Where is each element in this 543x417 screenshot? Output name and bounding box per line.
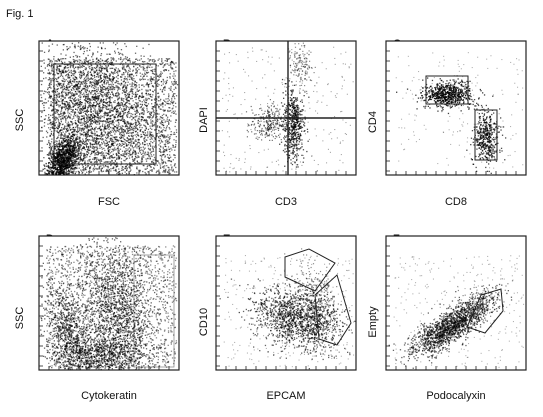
panel-e: E.: [215, 233, 357, 371]
gate-polygon-upper: [284, 248, 336, 292]
event-dots: [245, 99, 302, 141]
gate-cd8: [474, 109, 498, 161]
axis-ticks: [215, 235, 357, 370]
axis-ticks: [385, 40, 527, 175]
event-dots: [44, 329, 161, 370]
axis-ticks: [215, 40, 357, 175]
gate-polygon: [466, 288, 504, 334]
y-axis-label-c: CD4: [367, 111, 379, 134]
scatter-plot-f: [385, 235, 527, 371]
panel-c: C.: [385, 38, 527, 176]
x-axis-label-e: EPCAM: [266, 390, 306, 402]
plot-frame: [385, 235, 527, 371]
panel-d: D.: [38, 233, 180, 371]
axis-ticks: [385, 235, 527, 370]
event-dots: [466, 95, 507, 174]
panel-b: B.: [215, 38, 357, 176]
scatter-plot-e: [215, 235, 357, 371]
scatter-plot-c: [385, 40, 527, 176]
y-axis-label-f: Empty: [367, 306, 379, 338]
figure-label: Fig. 1: [6, 8, 34, 20]
y-axis-label-b: DAPI: [198, 107, 210, 133]
gate-cd4: [425, 75, 469, 105]
x-axis-label-c: CD8: [444, 196, 467, 208]
event-dots: [435, 278, 514, 338]
event-dots: [40, 250, 103, 371]
event-dots: [42, 124, 90, 176]
x-axis-label-b: CD3: [274, 196, 297, 208]
gate-polygon-right: [314, 274, 352, 346]
event-dots: [219, 278, 356, 370]
x-axis-label-d: Cytokeratin: [81, 390, 137, 402]
x-axis-label-f: Podocalyxin: [426, 390, 486, 402]
event-dots: [40, 42, 179, 176]
scatter-plot-d: [38, 235, 180, 371]
y-axis-label-e: CD10: [198, 307, 210, 337]
y-axis-label-a: SSC: [14, 108, 26, 132]
scatter-plot-b: [215, 40, 357, 176]
gate-rect: [53, 63, 157, 165]
x-axis-label-a: FSC: [98, 196, 120, 208]
gate-rect: [133, 254, 175, 368]
y-axis-label-d: SSC: [14, 306, 26, 330]
plot-frame: [385, 40, 527, 176]
panel-f: F.: [385, 233, 527, 371]
event-dots: [395, 52, 524, 169]
event-dots: [388, 283, 513, 369]
panel-a: A.: [38, 38, 180, 176]
scatter-plot-a: [38, 40, 180, 176]
event-dots: [396, 75, 486, 115]
